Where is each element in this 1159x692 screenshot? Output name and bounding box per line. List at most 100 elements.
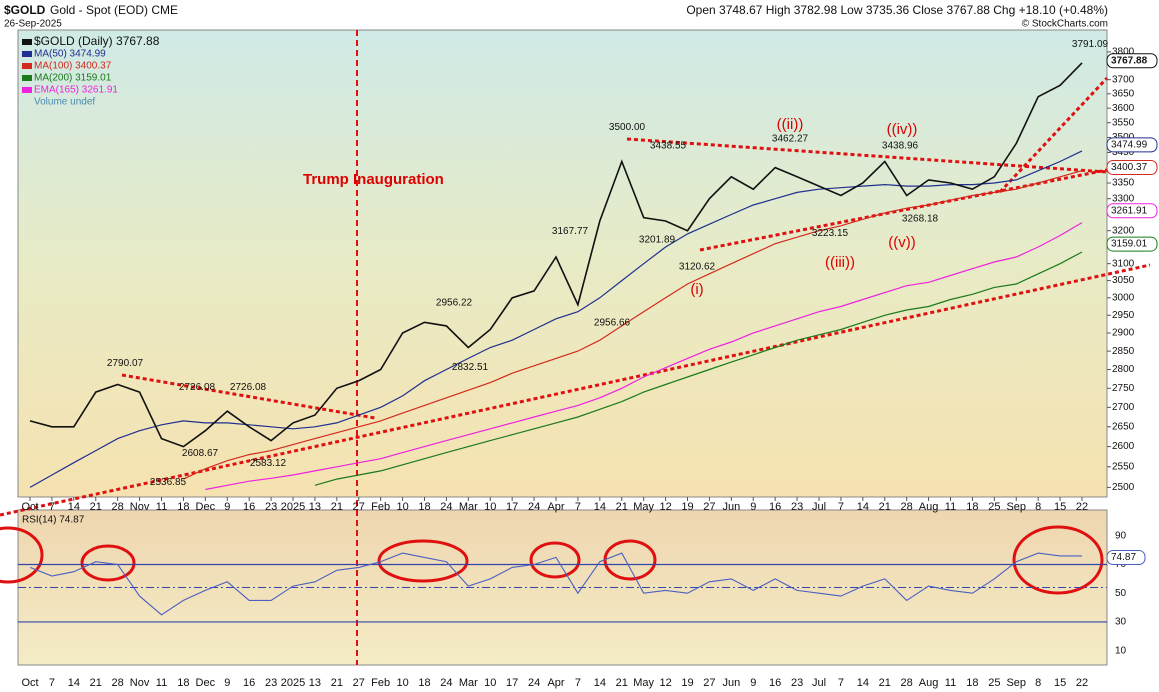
ma-line (314, 251, 1083, 486)
y-tick-label: 3300 (1112, 193, 1135, 204)
legend-label: MA(50) 3474.99 (34, 49, 106, 60)
legend-swatch (22, 51, 32, 57)
legend-label: $GOLD (Daily) 3767.88 (34, 34, 160, 48)
last-value-box (1106, 137, 1158, 153)
x-tick-label-rsi: 9 (224, 677, 230, 689)
price-label: 3438.55 (650, 141, 687, 152)
wave-label: ((iii)) (825, 254, 855, 271)
last-value: 3261.91 (1111, 205, 1148, 216)
legend-swatch (22, 39, 32, 45)
x-tick-label: 14 (594, 501, 606, 513)
x-tick-label: 27 (703, 501, 715, 513)
x-tick-label-rsi: 23 (265, 677, 277, 689)
y-tick-label: 2900 (1112, 328, 1135, 339)
x-tick-label: 7 (838, 501, 844, 513)
last-value: 3159.01 (1111, 239, 1148, 250)
y-tick-label: 3650 (1112, 88, 1135, 99)
x-tick-label: 22 (1076, 501, 1088, 513)
rsi-line (29, 552, 1082, 616)
x-tick-label: 24 (528, 501, 540, 513)
price-label: 2790.07 (107, 358, 144, 369)
x-tick-label: Dec (196, 501, 216, 513)
legend-swatch (22, 87, 32, 93)
y-tick-label: 3050 (1112, 275, 1135, 286)
wave-label: ((iv)) (887, 121, 918, 138)
x-tick-label-rsi: 16 (243, 677, 255, 689)
y-tick-label: 3800 (1112, 47, 1135, 58)
price-label: 3500.00 (609, 122, 646, 133)
price-label: 2832.51 (452, 362, 489, 373)
y-tick-label: 3350 (1112, 178, 1135, 189)
x-tick-label-rsi: Apr (547, 677, 564, 689)
y-tick-label: 3600 (1112, 103, 1135, 114)
x-tick-label: 18 (418, 501, 430, 513)
x-tick-label-rsi: 27 (353, 677, 365, 689)
x-tick-label-rsi: 28 (901, 677, 913, 689)
price-label: 2726.08 (179, 382, 216, 393)
last-value-box (1106, 159, 1158, 175)
x-tick-label: Nov (130, 501, 150, 513)
x-tick-label-rsi: 10 (396, 677, 408, 689)
x-tick-label-rsi: 13 (309, 677, 321, 689)
y-tick-label: 2850 (1112, 346, 1135, 357)
x-tick-label-rsi: 21 (879, 677, 891, 689)
last-value-box (1106, 236, 1158, 252)
x-tick-label: 16 (243, 501, 255, 513)
last-value: 3400.37 (1111, 162, 1148, 173)
description: Gold - Spot (EOD) CME (50, 3, 178, 17)
x-tick-label: Jul (812, 501, 826, 513)
x-tick-label: 7 (575, 501, 581, 513)
ohlc: Open 3748.67 High 3782.98 Low 3735.36 Cl… (686, 3, 1108, 17)
x-tick-label: 10 (484, 501, 496, 513)
rsi-legend: RSI(14) 74.87 (22, 515, 85, 526)
x-tick-label: 14 (68, 501, 80, 513)
x-tick-label-rsi: 19 (681, 677, 693, 689)
price-line (29, 62, 1083, 448)
x-tick-label: Aug (919, 501, 939, 513)
y-tick-label: 3700 (1112, 74, 1135, 85)
credit: © StockCharts.com (1022, 19, 1108, 30)
x-tick-label-rsi: May (633, 677, 654, 689)
x-tick-label-rsi: 28 (112, 677, 124, 689)
x-tick-label: 7 (49, 501, 55, 513)
x-tick-label-rsi: 10 (484, 677, 496, 689)
x-tick-label-rsi: 18 (177, 677, 189, 689)
date: 26-Sep-2025 (4, 19, 62, 30)
x-tick-label: 9 (224, 501, 230, 513)
y-tick-label: 2600 (1112, 441, 1135, 452)
legend-label: EMA(165) 3261.91 (34, 85, 118, 96)
price-label: 2583.12 (250, 458, 287, 469)
x-tick-label: 11 (156, 501, 167, 513)
rsi-tick-label: 90 (1115, 530, 1127, 541)
y-tick-label: 2650 (1112, 421, 1135, 432)
x-tick-label: May (633, 501, 654, 513)
x-tick-label: Feb (371, 501, 390, 513)
price-label: 2726.08 (230, 382, 267, 393)
x-tick-label: Apr (547, 501, 564, 513)
ma-line (29, 150, 1083, 488)
x-tick-label-rsi: 14 (68, 677, 80, 689)
x-tick-label: 23 (265, 501, 277, 513)
price-label: 3438.96 (882, 140, 919, 151)
price-label: 3462.27 (772, 133, 809, 144)
x-tick-label-rsi: 11 (156, 677, 167, 689)
legend-label: Volume undef (34, 97, 95, 108)
price-label: 3791.09 (1072, 39, 1109, 50)
x-tick-label-rsi: 24 (440, 677, 452, 689)
x-tick-label: 27 (353, 501, 365, 513)
x-tick-label: 8 (1035, 501, 1041, 513)
x-tick-label-rsi: 27 (703, 677, 715, 689)
price-label: 3167.77 (552, 226, 589, 237)
y-tick-label: 3100 (1112, 258, 1135, 269)
legend-swatch (22, 75, 32, 81)
y-tick-label: 3550 (1112, 117, 1135, 128)
x-tick-label-rsi: Aug (919, 677, 939, 689)
x-tick-label-rsi: 18 (418, 677, 430, 689)
legend-swatch (22, 63, 32, 69)
x-tick-label-rsi: Jul (812, 677, 826, 689)
x-tick-label-rsi: 2025 (281, 677, 305, 689)
x-tick-label: 17 (506, 501, 518, 513)
x-tick-label-rsi: 11 (945, 677, 956, 689)
price-label: 2608.67 (182, 448, 219, 459)
